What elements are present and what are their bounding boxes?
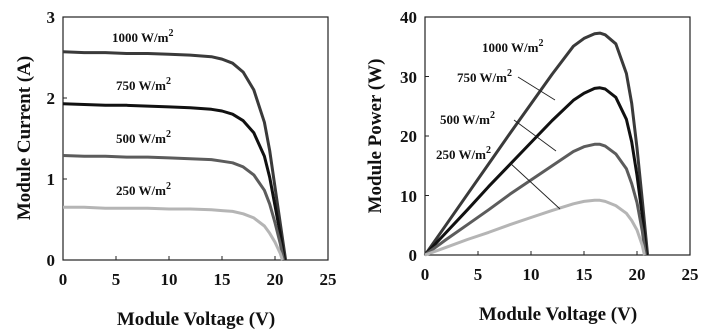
x-axis-label: Module Voltage (V) (479, 304, 637, 325)
y-tick-label: 0 (47, 251, 56, 270)
series-lines (423, 31, 650, 257)
y-tick-label: 30 (400, 68, 417, 87)
series-lines (62, 50, 288, 261)
y-axis-label: Module Power (W) (365, 59, 386, 214)
tick-marks (424, 16, 691, 256)
plot-frame (62, 16, 329, 261)
y-axis-label: Module Current (A) (14, 56, 35, 220)
x-tick-label: 10 (523, 265, 540, 284)
current-voltage-chart: 0 5 10 15 20 25 0 1 2 3 Module Voltage (… (14, 8, 337, 330)
y-tick-label: 40 (400, 8, 417, 27)
label-leader-line (513, 119, 557, 152)
x-tick-label: 20 (267, 270, 284, 289)
series-line-3 (424, 198, 646, 257)
y-tick-label: 2 (47, 89, 56, 108)
label-leader-line (517, 76, 556, 101)
series-line-0 (62, 50, 288, 261)
series-line-0 (423, 31, 650, 256)
x-tick-label: 20 (629, 265, 646, 284)
x-tick-label: 15 (576, 265, 593, 284)
series-line-3 (63, 205, 284, 261)
series-line-1 (423, 86, 648, 257)
y-tick-label: 1 (47, 170, 56, 189)
series-label-500: 500 W/m2 (116, 129, 171, 146)
series-label-250: 250 W/m2 (436, 145, 491, 162)
tick-marks (62, 16, 329, 261)
series-label-250: 250 W/m2 (116, 181, 171, 198)
plot-frame (424, 16, 691, 256)
y-tick-label: 3 (47, 8, 56, 27)
x-tick-label: 0 (421, 265, 430, 284)
x-tick-label: 5 (474, 265, 483, 284)
series-label-1000: 1000 W/m2 (112, 28, 173, 45)
series-label-500: 500 W/m2 (440, 110, 495, 127)
series-line-1 (62, 102, 286, 261)
x-tick-label: 25 (682, 265, 699, 284)
x-tick-label: 5 (112, 270, 121, 289)
series-line-2 (424, 142, 647, 257)
y-tick-label: 10 (400, 187, 417, 206)
power-voltage-chart: 0 5 10 15 20 25 0 10 20 30 40 Module Vol… (365, 8, 699, 325)
x-axis-label: Module Voltage (V) (117, 309, 275, 330)
x-tick-label: 25 (320, 270, 337, 289)
label-leader-line (509, 162, 561, 210)
y-tick-label: 20 (400, 127, 417, 146)
series-label-750: 750 W/m2 (116, 76, 171, 93)
x-tick-label: 10 (161, 270, 178, 289)
x-tick-label: 15 (214, 270, 231, 289)
y-tick-label: 0 (409, 246, 418, 265)
x-tick-label: 0 (59, 270, 68, 289)
series-label-1000: 1000 W/m2 (482, 38, 543, 55)
series-line-2 (62, 154, 285, 261)
series-label-750: 750 W/m2 (457, 68, 512, 85)
